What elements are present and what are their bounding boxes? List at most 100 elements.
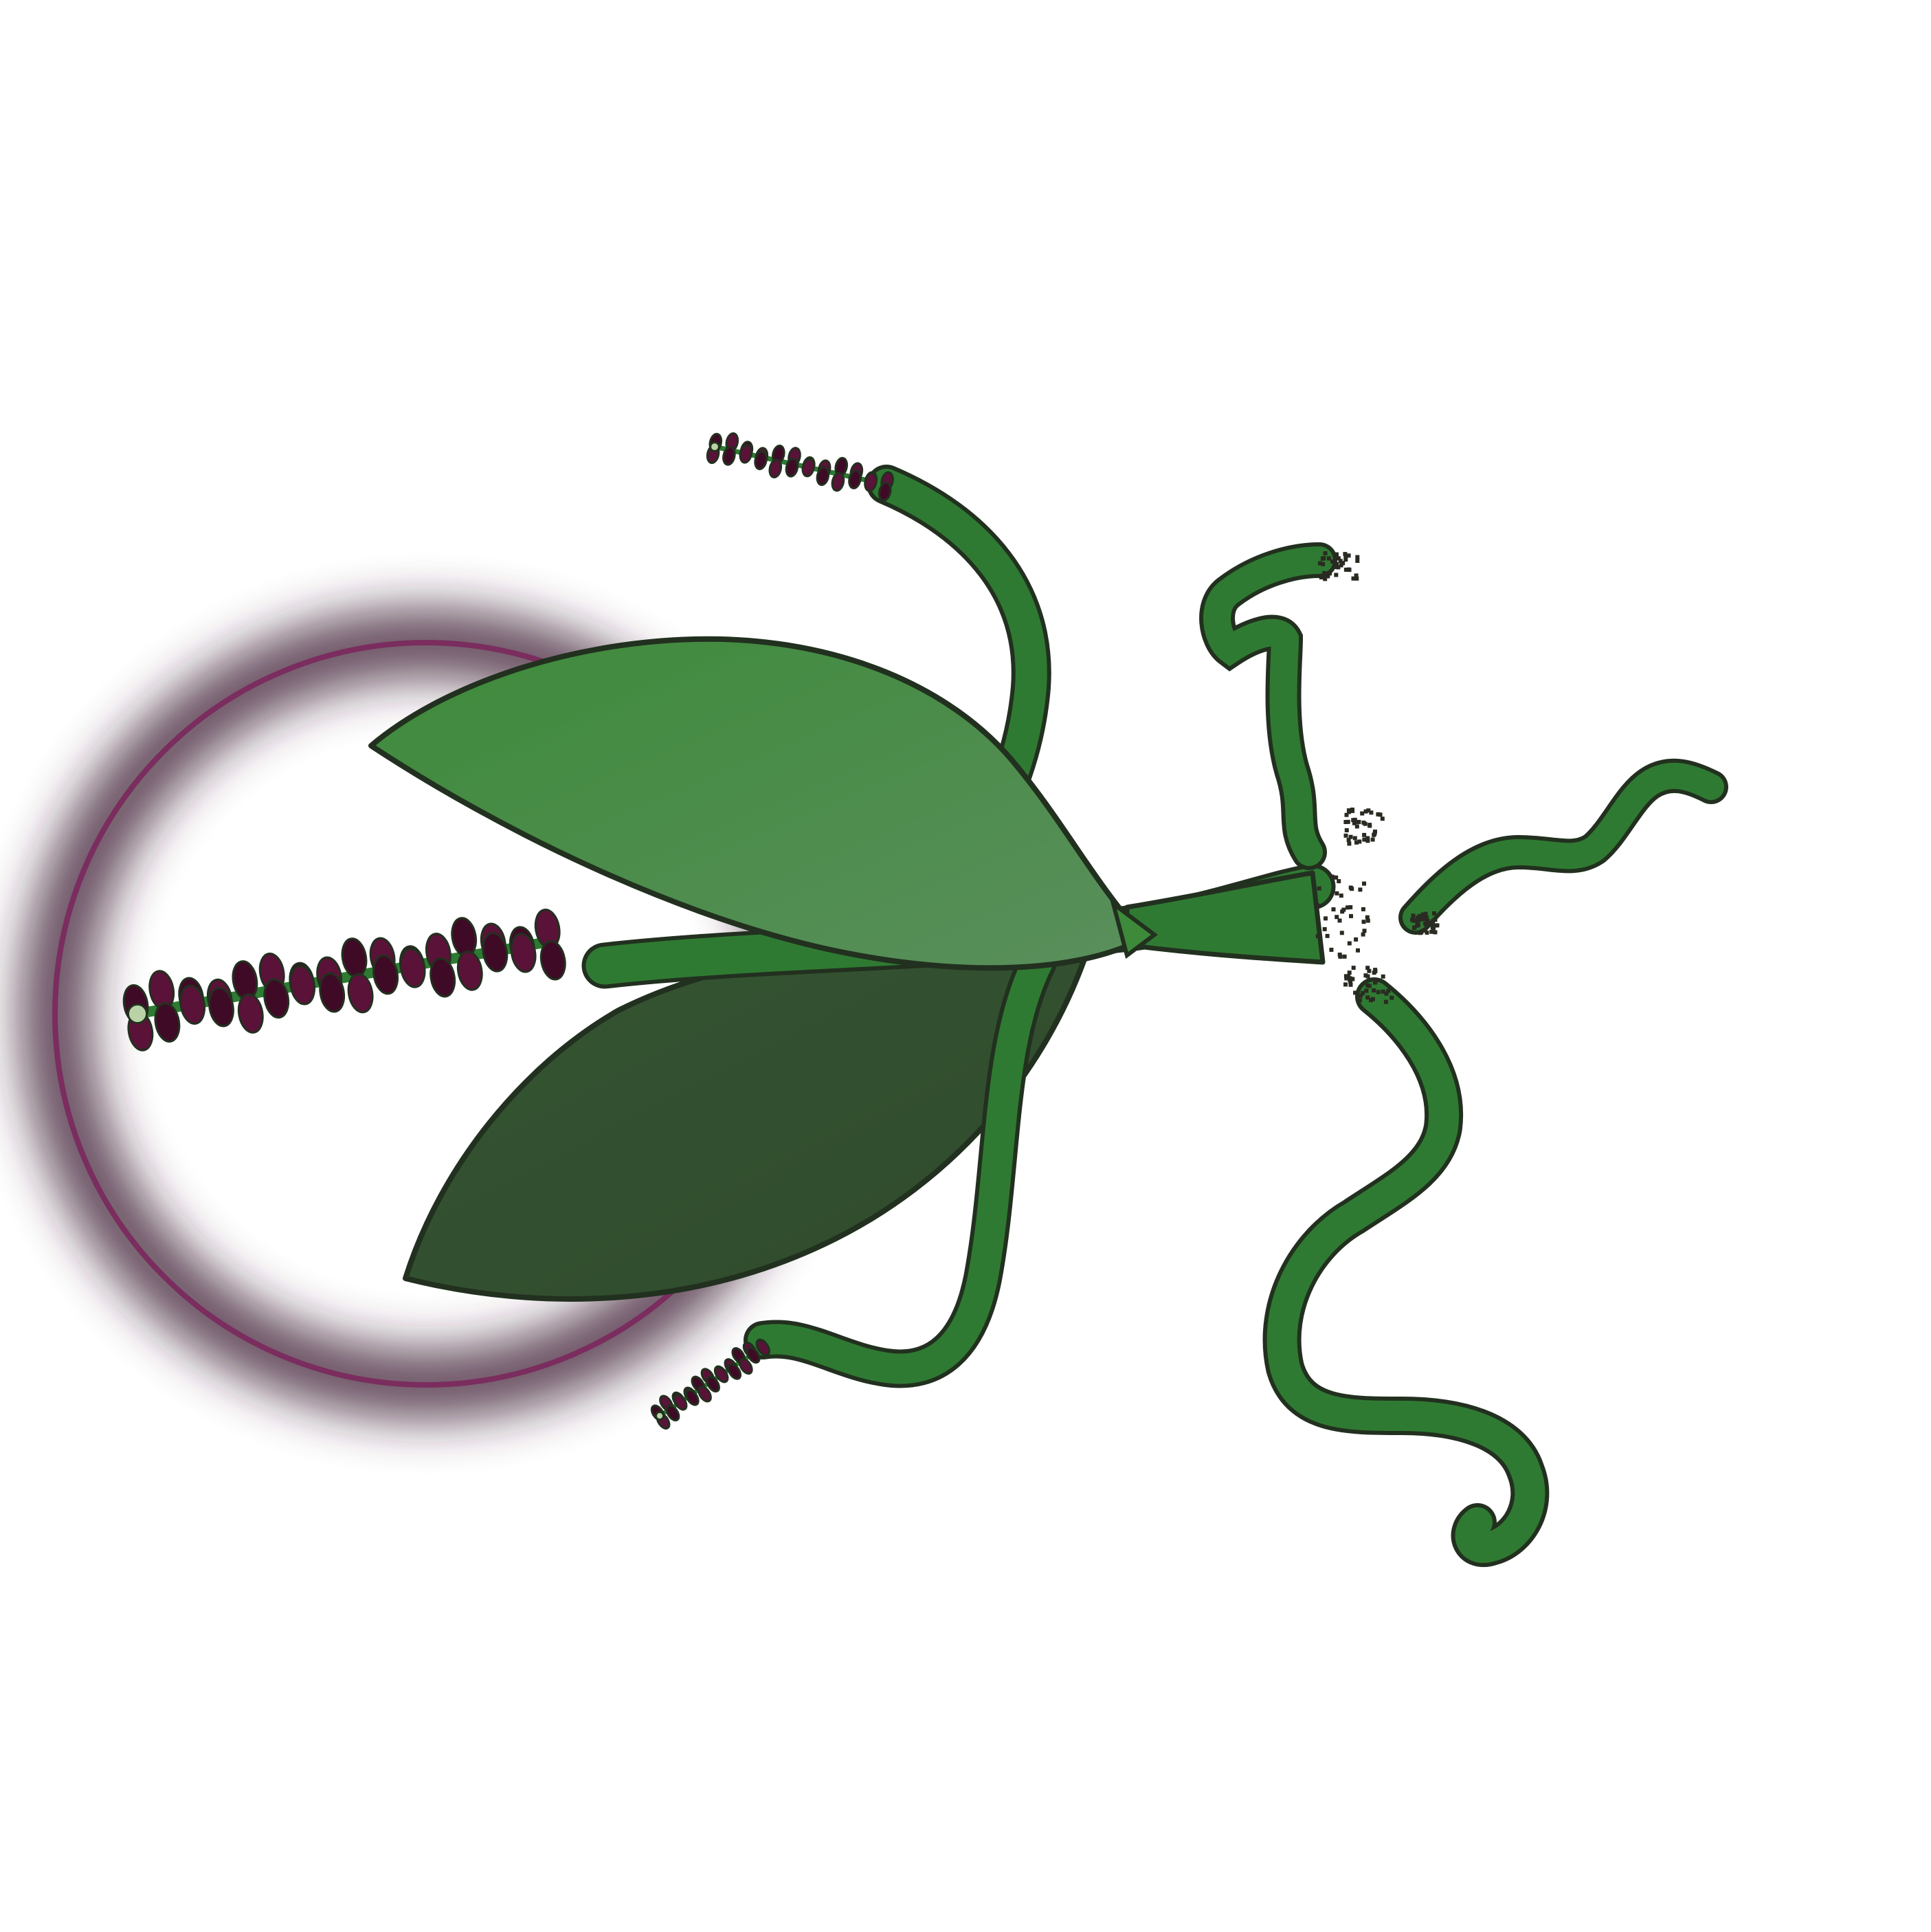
soil-speck	[1319, 575, 1324, 579]
berry	[754, 450, 768, 471]
berry	[208, 987, 234, 1028]
soil-speck	[1389, 995, 1394, 1000]
soil-speck	[1348, 982, 1353, 987]
soil-speck	[1361, 932, 1365, 937]
soil-speck	[1343, 820, 1348, 824]
soil-speck	[1431, 926, 1436, 931]
soil-speck	[1327, 570, 1332, 575]
soil-speck	[1372, 988, 1376, 992]
soil-speck	[1358, 993, 1363, 998]
berry	[739, 443, 753, 464]
soil-speck	[1433, 930, 1438, 935]
soil-speck	[1337, 918, 1342, 923]
soil-speck	[1355, 555, 1360, 559]
berry	[399, 948, 426, 988]
aerial-roots	[1199, 542, 1728, 1567]
soil-speck	[1335, 562, 1339, 566]
soil-speck	[1354, 576, 1359, 581]
soil-speck	[1352, 821, 1357, 825]
soil-speck	[1412, 925, 1417, 930]
large-flower-spike	[122, 909, 566, 1052]
berry	[665, 1404, 680, 1422]
soil-speck	[1363, 973, 1368, 978]
soil-speck	[1361, 907, 1365, 911]
soil-speck	[1362, 837, 1367, 842]
soil-speck	[1411, 913, 1416, 918]
bottom-flower-spike	[650, 1338, 771, 1430]
soil-speck	[1433, 918, 1438, 922]
soil-speck	[1376, 812, 1381, 817]
soil-speck	[1344, 828, 1349, 832]
soil-speck	[1334, 875, 1339, 880]
berry	[289, 965, 316, 1006]
soil-speck	[1348, 834, 1353, 839]
berry	[727, 1363, 742, 1380]
soil-speck	[1346, 567, 1351, 572]
soil-speck	[1378, 812, 1383, 817]
berry	[263, 978, 290, 1019]
soil-speck	[1354, 824, 1359, 829]
soil-speck	[1365, 918, 1370, 923]
berry	[714, 1366, 729, 1384]
soil-speck	[1334, 573, 1339, 577]
soil-speck	[1317, 886, 1321, 891]
soil-speck	[1326, 574, 1330, 579]
soil-speck	[1376, 990, 1381, 995]
soil-speck	[1349, 913, 1353, 918]
soil-speck	[1381, 974, 1385, 979]
berry	[756, 1339, 771, 1357]
soil-speck	[1321, 556, 1326, 560]
soil-speck	[1370, 837, 1375, 842]
soil-speck	[1343, 557, 1348, 562]
soil-speck	[1343, 833, 1348, 838]
upper-leaf-tip	[1109, 898, 1158, 959]
bottom-spike-stem	[748, 947, 1053, 1384]
soil-speck	[1348, 977, 1353, 981]
soil-speck	[1339, 893, 1343, 898]
soil-speck	[1384, 991, 1389, 996]
soil-speck	[1343, 554, 1348, 559]
soil-speck	[1418, 918, 1422, 922]
soil-speck	[1432, 911, 1436, 915]
soil-speck	[1340, 909, 1345, 914]
berry	[831, 471, 845, 492]
soil-speck	[1314, 904, 1319, 909]
soil-speck	[1323, 577, 1328, 581]
berry	[768, 458, 783, 479]
berry	[801, 457, 816, 478]
soil-speck	[1369, 998, 1373, 1003]
soil-speck	[1321, 562, 1326, 566]
soil-speck	[1425, 918, 1430, 923]
berry	[785, 458, 799, 478]
soil-speck	[1369, 810, 1374, 815]
top-flower-spike	[706, 432, 894, 502]
soil-speck	[1356, 948, 1360, 953]
soil-speck	[1351, 818, 1356, 823]
soil-speck	[1335, 552, 1339, 557]
soil-speck	[1350, 887, 1354, 891]
berry	[746, 1346, 761, 1364]
berry	[816, 466, 830, 487]
soil-speck	[1373, 830, 1377, 834]
berry	[179, 984, 206, 1025]
soil-speck	[1323, 551, 1328, 555]
soil-speck	[1362, 832, 1367, 837]
berry	[864, 472, 878, 492]
soil-speck	[1351, 576, 1356, 581]
soil-speck	[1348, 905, 1353, 909]
berry	[722, 446, 736, 466]
soil-speck	[1354, 840, 1359, 845]
root-lower	[1266, 981, 1545, 1563]
soil-speck	[1352, 836, 1357, 841]
soil-speck	[1431, 923, 1436, 928]
soil-speck	[1421, 928, 1425, 933]
soil-speck	[1365, 995, 1370, 1000]
soil-speck	[1365, 983, 1370, 988]
soil-speck	[1423, 921, 1428, 926]
soil-speck	[1421, 913, 1426, 918]
soil-speck	[1346, 819, 1350, 824]
soil-speck	[1431, 919, 1436, 924]
soil-speck	[1338, 559, 1343, 564]
soil-speck	[1380, 817, 1385, 821]
berry	[510, 933, 537, 973]
